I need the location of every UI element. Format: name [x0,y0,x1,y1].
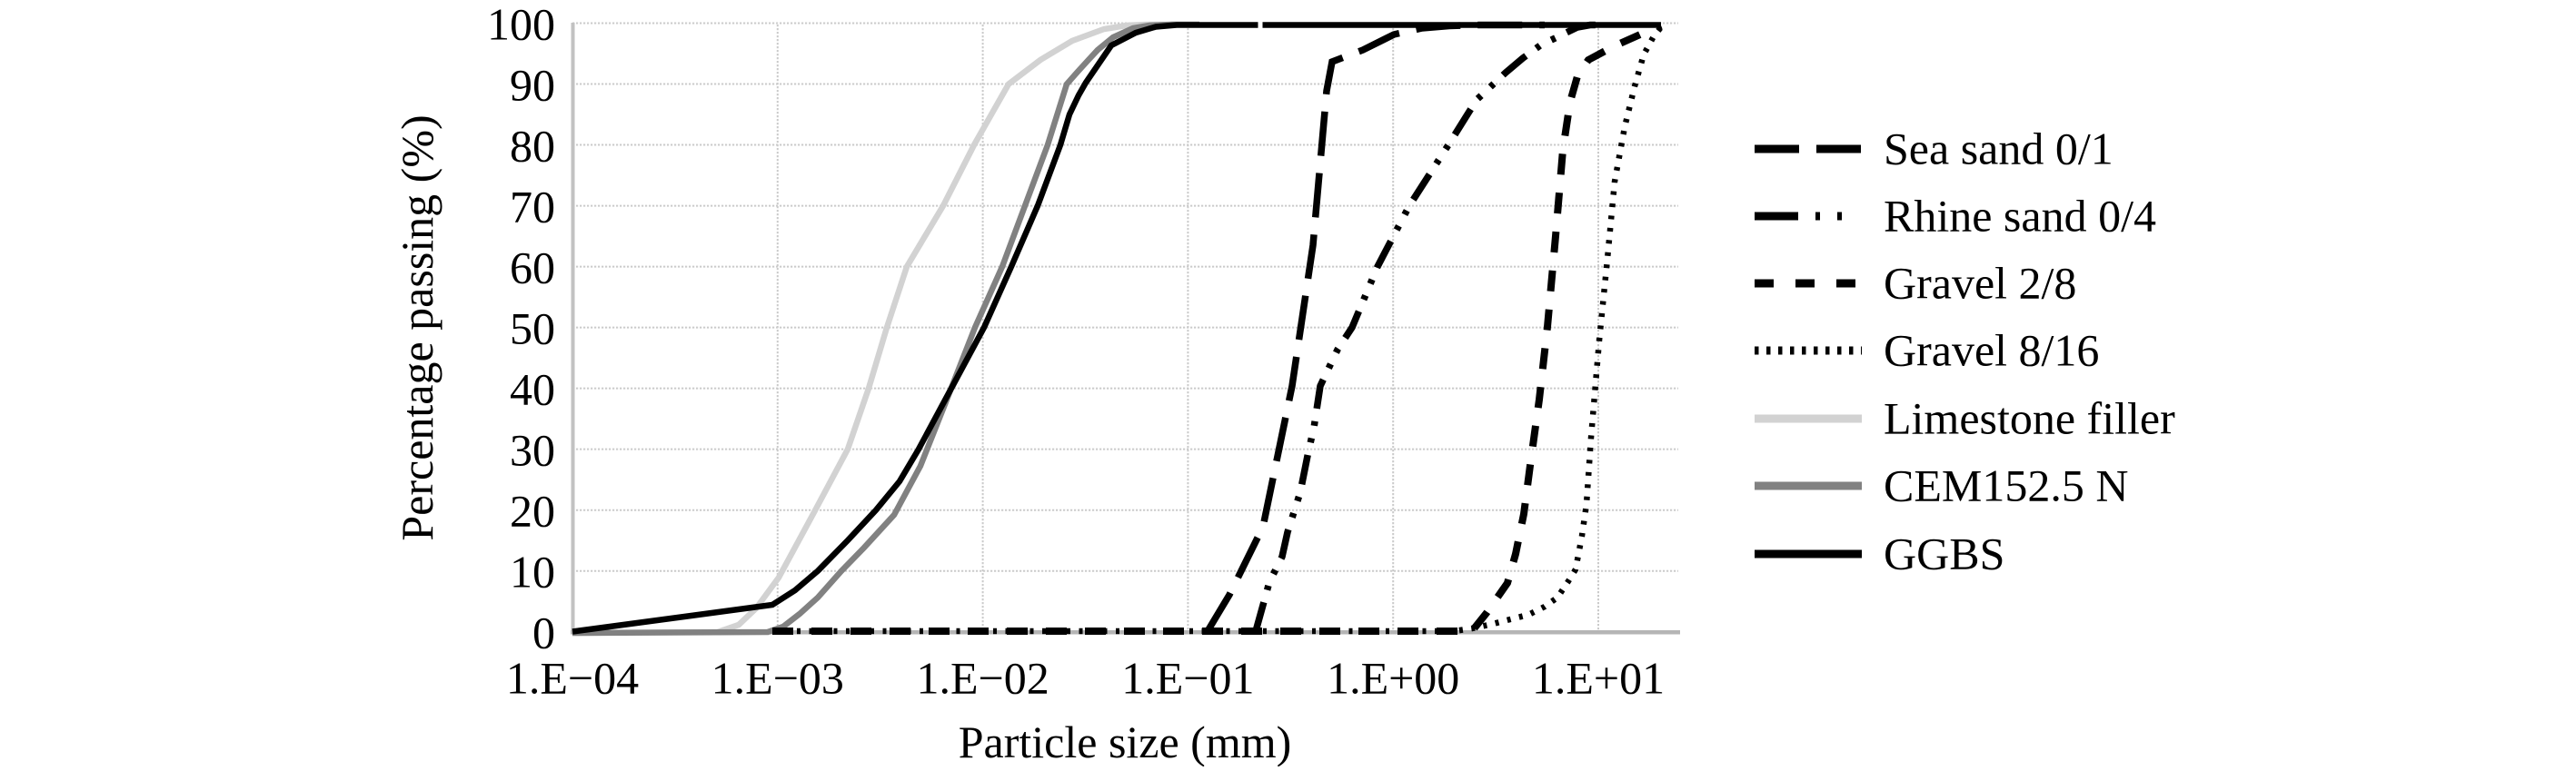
svg-text:Gravel 2/8: Gravel 2/8 [1884,258,2076,309]
svg-text:1.E−03: 1.E−03 [711,653,844,704]
svg-text:Limestone filler: Limestone filler [1884,393,2175,444]
svg-text:GGBS: GGBS [1884,529,2004,579]
svg-text:Sea sand 0/1: Sea sand 0/1 [1884,124,2114,174]
svg-text:1.E−01: 1.E−01 [1121,653,1254,704]
svg-text:Percentage passing (%): Percentage passing (%) [392,114,443,540]
svg-text:Rhine sand 0/4: Rhine sand 0/4 [1884,191,2156,242]
svg-text:1.E+01: 1.E+01 [1532,653,1665,704]
svg-text:Particle size (mm): Particle size (mm) [959,717,1292,766]
svg-text:40: 40 [510,364,555,415]
svg-text:1.E−04: 1.E−04 [506,653,639,704]
svg-text:80: 80 [510,121,555,172]
svg-text:0: 0 [532,608,555,658]
svg-text:1.E−02: 1.E−02 [916,653,1049,704]
svg-text:30: 30 [510,425,555,476]
svg-text:10: 10 [510,547,555,598]
svg-text:70: 70 [510,182,555,232]
svg-text:60: 60 [510,242,555,293]
svg-text:100: 100 [487,0,555,50]
svg-text:Gravel 8/16: Gravel 8/16 [1884,325,2099,376]
svg-text:CEM152.5 N: CEM152.5 N [1884,460,2128,511]
svg-text:50: 50 [510,303,555,354]
svg-text:90: 90 [510,60,555,111]
svg-text:20: 20 [510,486,555,537]
svg-text:1.E+00: 1.E+00 [1327,653,1459,704]
